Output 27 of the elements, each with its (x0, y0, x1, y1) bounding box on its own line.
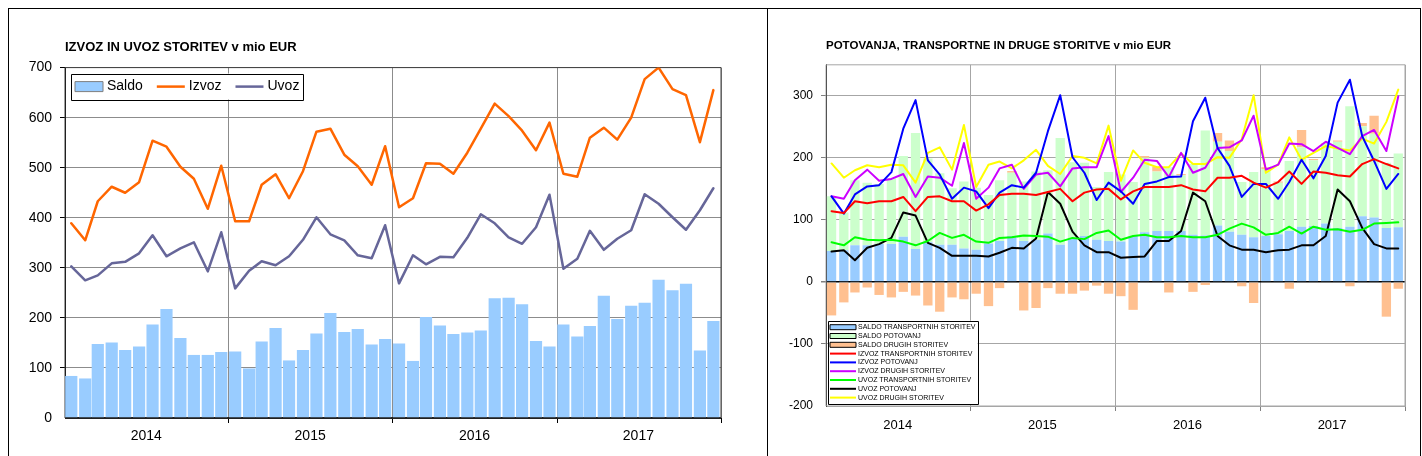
y-tick-label: 700 (28, 58, 53, 75)
y-tick-label: -200 (788, 398, 814, 413)
y-tick-label: -100 (788, 336, 814, 351)
y-tick-label: 0 (806, 274, 814, 289)
y-tick-label: 600 (28, 108, 53, 125)
y-tick-label: 500 (28, 158, 53, 175)
x-tick-label: 2016 (1172, 417, 1202, 433)
legend-label: Izvoz (188, 77, 222, 94)
y-tick-label: 400 (28, 208, 53, 225)
y-tick-label: 300 (792, 88, 814, 103)
y-tick-label: 0 (44, 408, 53, 425)
x-tick-label: 2017 (1317, 417, 1347, 433)
x-tick-label: 2015 (294, 427, 326, 444)
x-tick-label: 2016 (458, 427, 491, 444)
y-tick-label: 100 (28, 358, 53, 375)
x-tick-label: 2014 (883, 417, 913, 433)
legend-label: Uvoz (267, 77, 300, 94)
chart-title: IZVOZ IN UVOZ STORITEV v mio EUR (65, 39, 298, 55)
x-tick-label: 2017 (622, 427, 655, 444)
y-tick-label: 300 (28, 258, 53, 275)
chart-title: POTOVANJA, TRANSPORTNE IN DRUGE STORITVE v mio EUR (826, 39, 1172, 52)
y-tick-label: 100 (792, 212, 814, 227)
x-tick-label: 2015 (1027, 417, 1057, 433)
y-tick-label: 200 (792, 150, 814, 165)
legend-label: Saldo (107, 77, 144, 94)
y-tick-label: 200 (28, 308, 53, 325)
x-tick-label: 2014 (130, 427, 163, 444)
